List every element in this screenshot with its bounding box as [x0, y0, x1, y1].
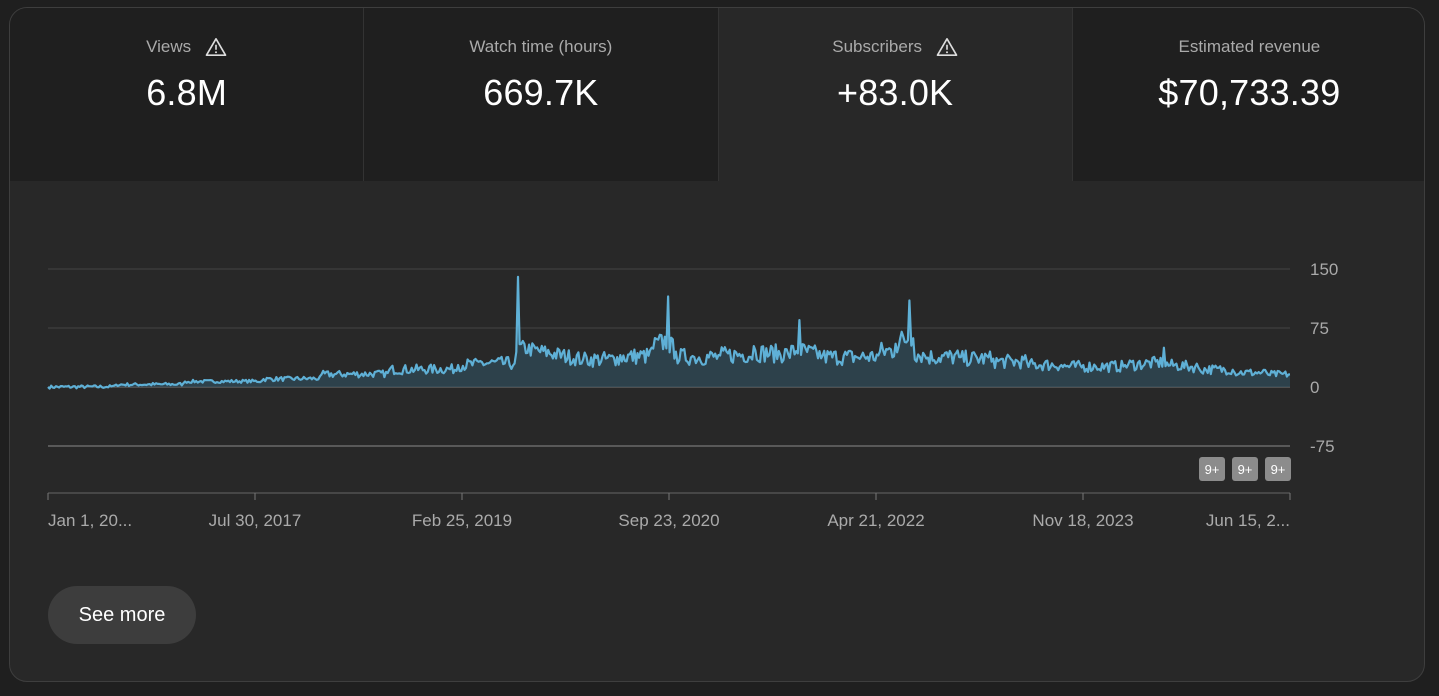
warning-icon	[936, 38, 958, 56]
tab-views[interactable]: Views 6.8M	[10, 8, 365, 181]
annotation-badge-label: 9+	[1271, 462, 1286, 477]
tab-revenue-header: Estimated revenue	[1073, 37, 1424, 57]
tab-revenue-value: $70,733.39	[1158, 72, 1341, 113]
tab-watch-time-label: Watch time (hours)	[469, 37, 613, 56]
tab-watch-time-value: 669.7K	[483, 72, 599, 113]
tab-subscribers-header: Subscribers	[719, 37, 1072, 57]
tab-subscribers[interactable]: Subscribers +83.0K	[718, 8, 1073, 181]
see-more-button[interactable]: See more	[48, 586, 196, 644]
y-tick-label: -75	[1310, 437, 1335, 456]
annotation-badge-label: 9+	[1238, 462, 1253, 477]
y-tick-label: 75	[1310, 319, 1329, 338]
annotation-badge	[1232, 457, 1258, 481]
y-tick-label: 0	[1310, 378, 1319, 397]
x-tick-label: Jan 1, 20...	[48, 511, 132, 530]
x-tick-label: Jul 30, 2017	[209, 511, 302, 530]
tab-views-value: 6.8M	[146, 72, 228, 113]
x-tick-label: Nov 18, 2023	[1032, 511, 1133, 530]
y-tick-label: 150	[1310, 260, 1338, 279]
analytics-card: Views 6.8M Watch time (hours) 669.7K Sub…	[9, 7, 1425, 682]
annotation-badge-label: 9+	[1205, 462, 1220, 477]
tab-subscribers-value: +83.0K	[836, 72, 954, 113]
x-tick-label: Jun 15, 2...	[1206, 511, 1290, 530]
tab-subscribers-label: Subscribers	[832, 37, 922, 56]
annotation-badge	[1265, 457, 1291, 481]
annotation-badge	[1199, 457, 1225, 481]
warning-icon	[205, 38, 227, 56]
series-line	[47, 275, 1291, 390]
metric-tabs: Views 6.8M Watch time (hours) 669.7K Sub…	[10, 8, 1424, 181]
tab-views-header: Views	[10, 37, 363, 57]
tab-views-label: Views	[146, 37, 192, 56]
tab-revenue-label: Estimated revenue	[1178, 37, 1321, 56]
tab-estimated-revenue[interactable]: Estimated revenue $70,733.39	[1072, 8, 1424, 181]
tab-watch-time-header: Watch time (hours)	[364, 37, 717, 57]
x-tick-label: Apr 21, 2022	[827, 511, 924, 530]
x-tick-label: Sep 23, 2020	[618, 511, 719, 530]
x-tick-label: Feb 25, 2019	[412, 511, 512, 530]
tab-watch-time[interactable]: Watch time (hours) 669.7K	[364, 8, 719, 181]
subscribers-chart: 150 75 0 -75 Jan 1, 20... Jul 30, 2017 Feb 25,…	[47, 260, 1338, 530]
